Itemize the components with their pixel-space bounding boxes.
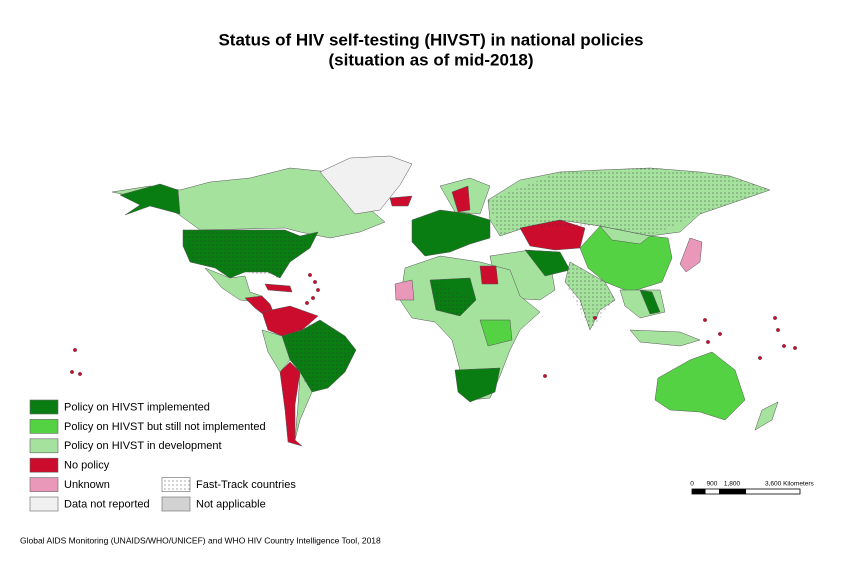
scale-label: 3,600 Kilometers [765, 481, 815, 488]
region [754, 401, 779, 431]
region [479, 265, 499, 285]
island-marker [72, 348, 77, 353]
island-marker [718, 332, 723, 337]
legend-label: No policy [64, 460, 110, 472]
scale-label: 900 [707, 481, 718, 488]
legend-swatch [29, 496, 59, 512]
region [261, 329, 291, 373]
legend-swatch [161, 496, 191, 512]
scale-bar: 0 900 1,800 3,600 Kilometers [690, 481, 815, 495]
island-marker [313, 280, 318, 285]
region [411, 209, 491, 257]
island-marker [773, 316, 778, 321]
legend-label: Unknown [64, 479, 110, 491]
region [264, 283, 293, 293]
legend-label: Fast-Track countries [196, 479, 296, 491]
legend-swatch [29, 419, 59, 434]
legend-label: Policy on HIVST in development [64, 440, 222, 452]
legend-swatch [161, 477, 191, 492]
island-marker [782, 344, 787, 349]
region [654, 351, 746, 421]
island-marker [316, 288, 321, 293]
legend: Policy on HIVST implemented Policy on HIV… [29, 399, 296, 512]
region [119, 183, 181, 216]
legend-swatch [29, 438, 59, 454]
legend-label: Policy on HIVST but still not implemente… [64, 421, 266, 433]
source-note: Global AIDS Monitoring (UNAIDS/WHO/UNICE… [20, 535, 381, 545]
legend-swatch [29, 457, 59, 473]
region [111, 167, 386, 239]
island-marker [77, 372, 82, 377]
island-marker [776, 328, 781, 333]
legend-swatch [29, 399, 59, 415]
scale-label: 0 [690, 481, 694, 488]
island-marker [305, 301, 310, 306]
legend-label: Not applicable [196, 498, 266, 510]
island-marker [69, 370, 74, 375]
island-marker [703, 318, 708, 323]
region [479, 319, 513, 347]
island-marker [308, 273, 313, 278]
region [451, 185, 471, 213]
region [319, 155, 413, 215]
region [639, 289, 661, 315]
region [629, 329, 701, 347]
region [599, 225, 651, 245]
island-marker [543, 374, 548, 379]
title-line: Status of HIV self-testing (HIVST) in na… [218, 30, 643, 49]
island-marker [758, 356, 763, 361]
region [279, 361, 303, 447]
island-marker [706, 340, 711, 345]
island-marker [793, 346, 798, 351]
region [394, 279, 415, 301]
legend-label: Data not reported [64, 498, 150, 510]
region [389, 195, 413, 207]
world-map [69, 155, 798, 447]
title-line: (situation as of mid-2018) [329, 50, 534, 69]
scale-label: 1,800 [724, 481, 741, 488]
fast-track-overlay [183, 168, 770, 392]
region [679, 237, 703, 273]
island-marker [311, 296, 316, 301]
legend-label: Policy on HIVST implemented [64, 401, 210, 413]
region [454, 367, 501, 403]
island-marker [593, 316, 598, 321]
legend-swatch [29, 477, 59, 492]
